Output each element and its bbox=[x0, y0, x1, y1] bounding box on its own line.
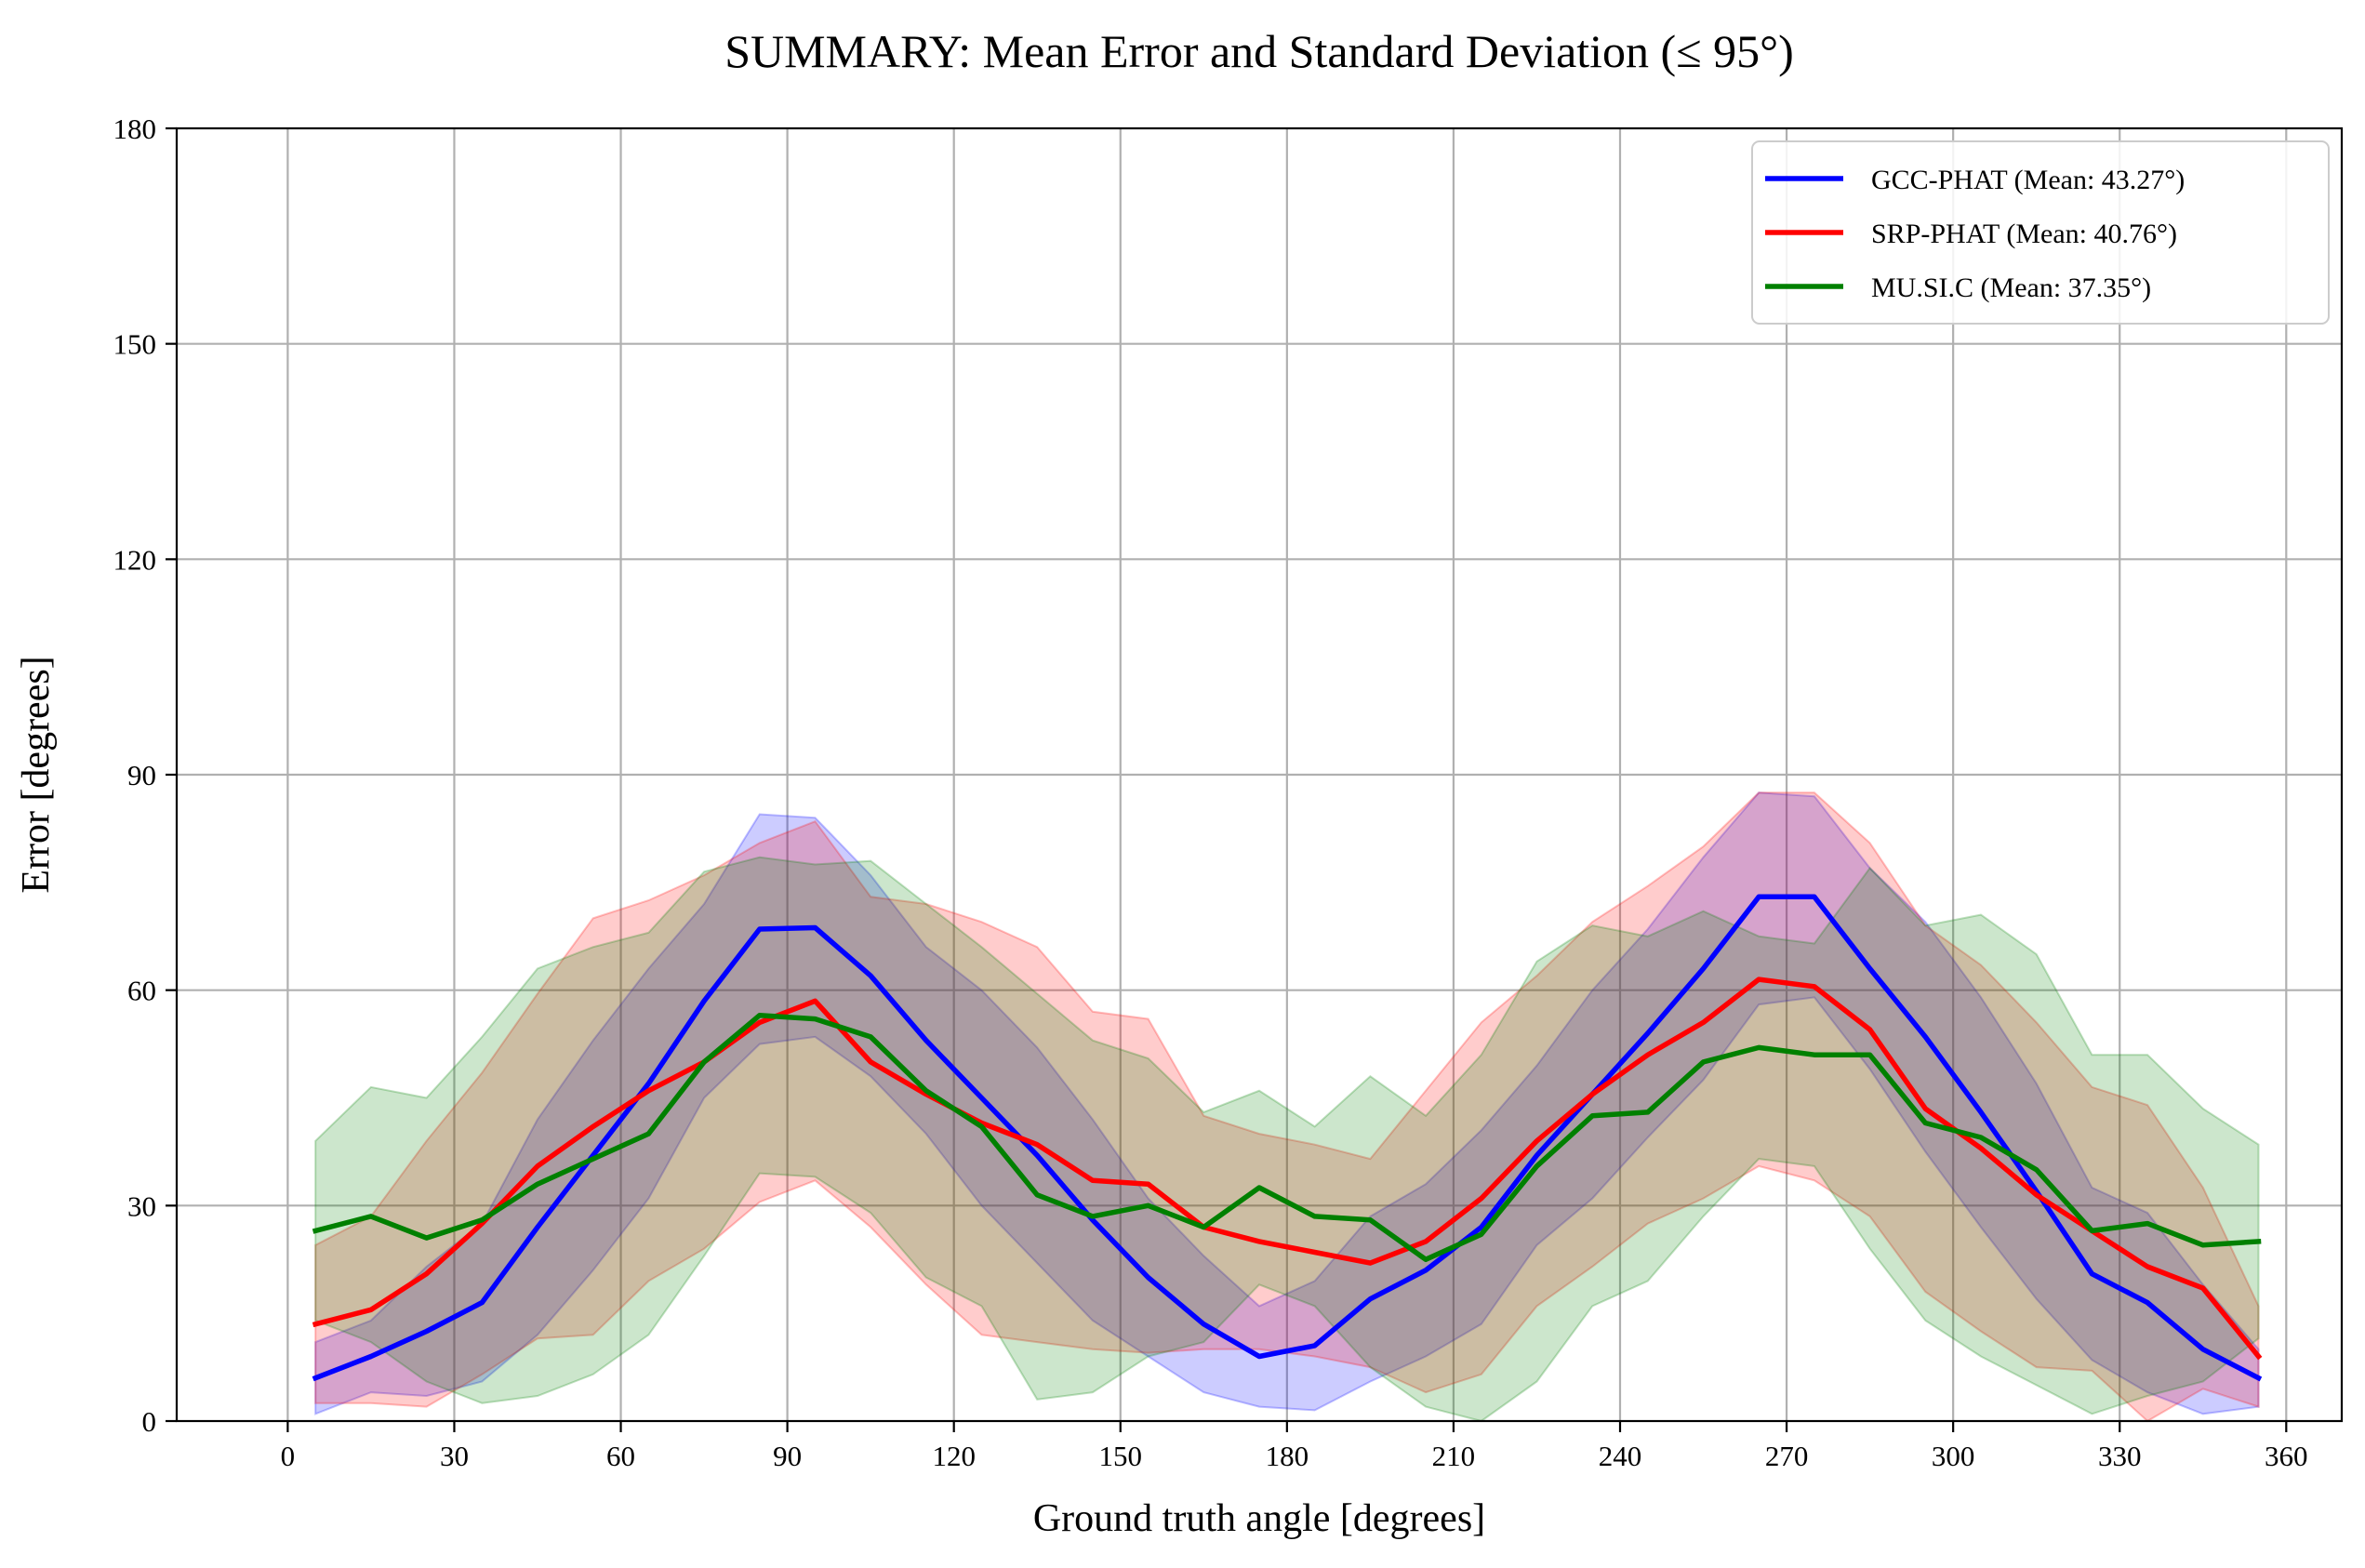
x-axis-label: Ground truth angle [degrees] bbox=[1033, 1497, 1485, 1540]
std-band-series-0 bbox=[314, 791, 2260, 1415]
x-tick-label: 270 bbox=[1765, 1440, 1809, 1472]
x-tick-label: 300 bbox=[1932, 1440, 1975, 1472]
std-band-series-2 bbox=[314, 856, 2260, 1423]
legend-label: MU.SI.C (Mean: 37.35°) bbox=[1871, 272, 2151, 303]
std-band-series-1 bbox=[314, 791, 2260, 1423]
chart-title: SUMMARY: Mean Error and Standard Deviati… bbox=[724, 25, 1794, 77]
y-tick-label: 0 bbox=[142, 1405, 157, 1438]
legend-box bbox=[1751, 140, 2330, 325]
x-tick-label: 210 bbox=[1432, 1440, 1476, 1472]
legend: GCC-PHAT (Mean: 43.27°) SRP-PHAT (Mean: 4… bbox=[1751, 140, 2330, 325]
mean-lines bbox=[312, 894, 2263, 1382]
x-tick-label: 120 bbox=[932, 1440, 976, 1472]
x-tick-label: 60 bbox=[606, 1440, 635, 1472]
x-tick-label: 30 bbox=[440, 1440, 469, 1472]
legend-label: SRP-PHAT (Mean: 40.76°) bbox=[1871, 219, 2177, 249]
y-tick-label: 180 bbox=[113, 113, 157, 145]
x-axis-ticks: 0 30 60 90 120 150 180 210 240 270 300 330 360 bbox=[281, 1421, 2308, 1472]
x-tick-label: 330 bbox=[2098, 1440, 2142, 1472]
x-tick-label: 180 bbox=[1266, 1440, 1309, 1472]
y-tick-label: 60 bbox=[127, 975, 156, 1007]
std-bands bbox=[314, 791, 2260, 1423]
legend-label: GCC-PHAT (Mean: 43.27°) bbox=[1871, 165, 2185, 195]
x-tick-label: 150 bbox=[1099, 1440, 1143, 1472]
grid-lines bbox=[177, 128, 2342, 1421]
x-tick-label: 90 bbox=[773, 1440, 802, 1472]
y-tick-label: 30 bbox=[127, 1189, 156, 1222]
y-tick-label: 120 bbox=[113, 543, 157, 576]
x-tick-label: 240 bbox=[1599, 1440, 1642, 1472]
x-tick-label: 0 bbox=[281, 1440, 296, 1472]
y-tick-label: 90 bbox=[127, 759, 156, 791]
y-axis-ticks: 0 30 60 90 120 150 180 bbox=[113, 113, 177, 1438]
mean-line-series-2 bbox=[312, 1012, 2262, 1263]
mean-line-series-1 bbox=[312, 977, 2263, 1361]
x-tick-label: 360 bbox=[2265, 1440, 2308, 1472]
y-tick-label: 150 bbox=[113, 328, 157, 361]
y-axis-label: Error [degrees] bbox=[15, 656, 58, 893]
